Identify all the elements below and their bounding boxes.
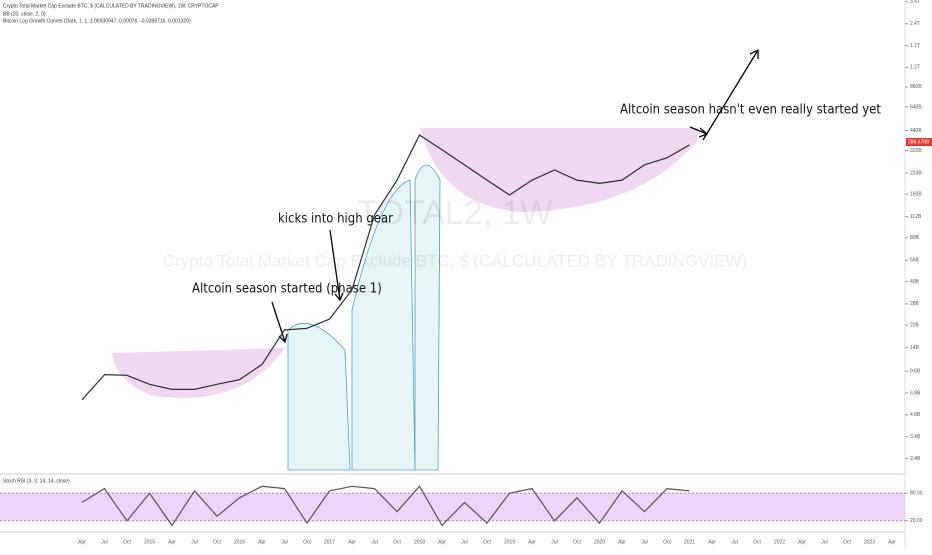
growth-curve-band <box>414 164 441 471</box>
x-tick-label: Jul <box>641 539 647 545</box>
arrow <box>702 48 759 141</box>
x-tick-label: Oct <box>843 539 851 545</box>
rsi-band <box>0 493 905 521</box>
y-tick-label: 440B <box>910 128 922 134</box>
growth-curve-band <box>287 322 351 471</box>
series-line <box>81 485 690 527</box>
x-tick-label: Oct <box>393 539 401 545</box>
x-tick-label: Oct <box>573 539 581 545</box>
y-tick-label: 80.00 <box>910 491 923 497</box>
x-tick-label: Apr <box>798 539 806 545</box>
x-tick-label: 2018 <box>414 539 425 545</box>
y-tick-label: 160B <box>910 192 922 198</box>
y-tick-label: 1.2T <box>910 65 920 71</box>
series-line <box>81 134 690 401</box>
y-tick-label: 28B <box>910 301 920 307</box>
x-tick-label: Oct <box>123 539 131 545</box>
y-tick-label: 2.4B <box>910 456 921 462</box>
x-tick-label: Jul <box>101 539 107 545</box>
y-tick-label: 880B <box>910 84 922 90</box>
x-tick-label: Oct <box>483 539 491 545</box>
y-tick-label: 6.8B <box>910 390 921 396</box>
x-tick-label: Oct <box>213 539 221 545</box>
x-tick-label: 2022 <box>774 539 785 545</box>
x-tick-label: Apr <box>888 539 896 545</box>
y-tick-label: 1.7T <box>910 43 920 49</box>
watermark: Crypto Total Market Cap Exclude BTC, $ (… <box>163 251 747 270</box>
growth-curve-band <box>351 179 416 471</box>
cup-highlight <box>420 128 698 212</box>
x-tick-label: Apr <box>528 539 536 545</box>
x-tick-label: 2019 <box>504 539 515 545</box>
x-tick-label: Jul <box>371 539 377 545</box>
x-tick-label: 2016 <box>234 539 245 545</box>
arrows <box>271 48 759 344</box>
y-tick-label: 20B <box>910 322 920 328</box>
y-tick-label: 40B <box>910 279 920 285</box>
x-tick-label: Jul <box>191 539 197 545</box>
x-tick-label: Apr <box>348 539 356 545</box>
x-tick-label: Jul <box>461 539 467 545</box>
arrow <box>271 301 288 344</box>
x-tick-label: Jul <box>821 539 827 545</box>
annotation: Altcoin season started (phase 1) <box>192 282 382 297</box>
watermark: TOTAL2, 1W <box>357 194 552 232</box>
pane-title: Stoch RSI (3, 3, 14, 14, close) <box>3 478 70 484</box>
annotation: kicks into high gear <box>278 212 393 227</box>
indicator-label: BB (20, close, 2, 0) <box>3 11 46 17</box>
last-price-tag <box>906 138 932 146</box>
arrow <box>329 229 344 302</box>
y-tick-label: 9.6B <box>910 369 921 375</box>
y-tick-label: 3.4T <box>910 0 920 5</box>
y-tick-label: 4.8B <box>910 412 921 418</box>
y-tick-label: 20.00 <box>910 518 923 524</box>
x-tick-label: 2021 <box>684 539 695 545</box>
x-tick-label: Jul <box>281 539 287 545</box>
x-tick-label: Oct <box>303 539 311 545</box>
y-tick-label: 3.4B <box>910 434 921 440</box>
x-tick-label: 2017 <box>324 539 335 545</box>
last-price-label: 386.478B <box>908 139 930 145</box>
y-tick-label: 224B <box>910 170 922 176</box>
x-tick-label: Apr <box>708 539 716 545</box>
y-tick-label: 640B <box>910 104 922 110</box>
y-tick-label: 14B <box>910 345 920 351</box>
x-tick-label: Apr <box>78 539 86 545</box>
x-tick-label: Oct <box>753 539 761 545</box>
x-tick-label: Jul <box>551 539 557 545</box>
y-tick-label: 80B <box>910 235 920 241</box>
indicator-label: Bitcoin Log Growth Curves (Dark, 1, 1, 1… <box>3 18 191 24</box>
chart-title: Crypto Total Market Cap Exclude BTC, $ (… <box>3 3 219 9</box>
x-tick-label: 2015 <box>144 539 155 545</box>
y-tick-label: 112B <box>910 214 922 220</box>
y-tick-label: 2.4T <box>910 21 920 27</box>
x-tick-label: Jul <box>731 539 737 545</box>
x-tick-label: 2023 <box>864 539 875 545</box>
y-tick-label: 320B <box>910 148 922 154</box>
x-tick-label: Apr <box>618 539 626 545</box>
x-tick-label: Apr <box>258 539 266 545</box>
y-tick-label: 56B <box>910 258 920 264</box>
x-tick-label: Apr <box>168 539 176 545</box>
x-tick-label: 2020 <box>594 539 605 545</box>
x-tick-label: Oct <box>663 539 671 545</box>
x-tick-label: Apr <box>438 539 446 545</box>
annotation: Altcoin season hasn't even really starte… <box>620 103 881 118</box>
